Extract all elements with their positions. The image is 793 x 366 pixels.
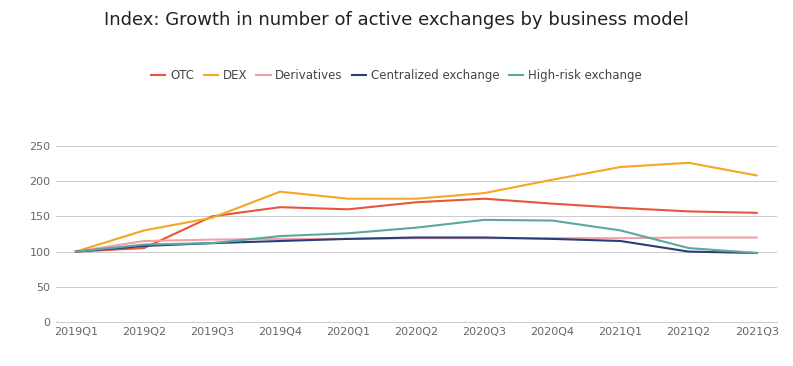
High-risk exchange bbox=[207, 241, 216, 245]
OTC bbox=[71, 249, 81, 254]
Centralized exchange bbox=[412, 235, 421, 240]
Derivatives bbox=[140, 239, 149, 243]
Centralized exchange bbox=[275, 239, 285, 243]
Derivatives bbox=[412, 236, 421, 240]
High-risk exchange bbox=[548, 219, 557, 223]
Derivatives bbox=[752, 235, 761, 240]
Centralized exchange bbox=[140, 244, 149, 248]
Line: DEX: DEX bbox=[76, 163, 757, 251]
High-risk exchange bbox=[343, 231, 353, 235]
DEX bbox=[71, 249, 81, 254]
Derivatives bbox=[207, 238, 216, 242]
High-risk exchange bbox=[480, 218, 489, 222]
Centralized exchange bbox=[616, 239, 626, 243]
Centralized exchange bbox=[684, 249, 693, 254]
DEX bbox=[548, 178, 557, 182]
High-risk exchange bbox=[275, 234, 285, 238]
Centralized exchange bbox=[752, 251, 761, 255]
Line: High-risk exchange: High-risk exchange bbox=[76, 220, 757, 253]
Line: Derivatives: Derivatives bbox=[76, 238, 757, 251]
Derivatives bbox=[548, 236, 557, 240]
OTC bbox=[480, 197, 489, 201]
Derivatives bbox=[616, 236, 626, 240]
DEX bbox=[412, 197, 421, 201]
DEX bbox=[752, 173, 761, 178]
High-risk exchange bbox=[71, 249, 81, 254]
Line: Centralized exchange: Centralized exchange bbox=[76, 238, 757, 253]
High-risk exchange bbox=[140, 242, 149, 247]
Derivatives bbox=[480, 236, 489, 240]
OTC bbox=[752, 210, 761, 215]
DEX bbox=[140, 228, 149, 233]
OTC bbox=[343, 207, 353, 212]
OTC bbox=[684, 209, 693, 214]
Text: Index: Growth in number of active exchanges by business model: Index: Growth in number of active exchan… bbox=[104, 11, 689, 29]
Centralized exchange bbox=[480, 235, 489, 240]
DEX bbox=[616, 165, 626, 169]
OTC bbox=[275, 205, 285, 209]
High-risk exchange bbox=[752, 251, 761, 255]
Centralized exchange bbox=[207, 241, 216, 245]
DEX bbox=[275, 190, 285, 194]
OTC bbox=[412, 200, 421, 205]
Centralized exchange bbox=[71, 249, 81, 254]
OTC bbox=[207, 214, 216, 219]
High-risk exchange bbox=[412, 225, 421, 230]
Derivatives bbox=[684, 235, 693, 240]
OTC bbox=[140, 246, 149, 250]
High-risk exchange bbox=[616, 228, 626, 233]
OTC bbox=[616, 206, 626, 210]
DEX bbox=[480, 191, 489, 195]
Derivatives bbox=[343, 237, 353, 241]
DEX bbox=[684, 161, 693, 165]
DEX bbox=[207, 216, 216, 220]
OTC bbox=[548, 201, 557, 206]
Legend: OTC, DEX, Derivatives, Centralized exchange, High-risk exchange: OTC, DEX, Derivatives, Centralized excha… bbox=[147, 64, 646, 87]
Line: OTC: OTC bbox=[76, 199, 757, 251]
DEX bbox=[343, 197, 353, 201]
Centralized exchange bbox=[343, 237, 353, 241]
Derivatives bbox=[71, 249, 81, 254]
High-risk exchange bbox=[684, 246, 693, 250]
Centralized exchange bbox=[548, 237, 557, 241]
Derivatives bbox=[275, 237, 285, 241]
